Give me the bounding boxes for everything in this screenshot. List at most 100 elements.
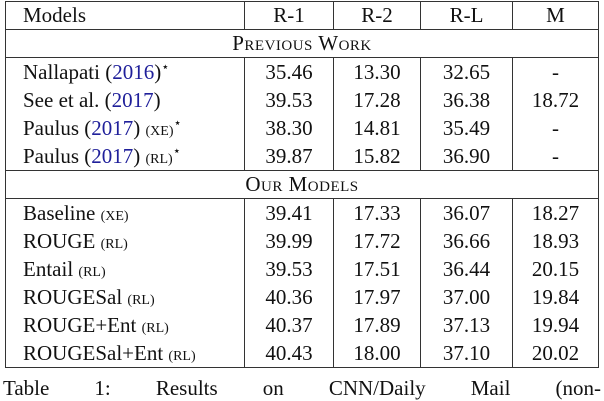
score-rl: 36.44 [420,255,513,283]
score-r1: 40.43 [244,339,334,368]
caption-word: Table [3,376,50,400]
model-name: Paulus ( [23,144,92,168]
score-r2: 14.81 [333,114,421,142]
star-marker: ⋆ [173,115,182,130]
table-row: Paulus (2017) (XE)⋆ 38.30 14.81 35.49- [5,114,599,142]
table-row: Paulus (2017) (RL)⋆ 39.87 15.82 36.90- [5,142,599,171]
score-m: 20.02 [512,339,599,368]
citation-close: ) [133,116,146,140]
training-tag: (RL) [141,320,169,336]
section-title: Previous Work [5,29,599,58]
model-name-cell: ROUGE (RL) [5,227,245,255]
training-tag: (XE) [145,124,174,139]
caption-word: (non- [555,376,602,400]
score-rl: 37.13 [420,311,513,339]
score-r1: 39.87 [244,142,334,171]
score-r1: 40.37 [244,311,334,339]
header-models: Models [5,1,245,30]
model-name-cell: Paulus (2017) (XE)⋆ [5,114,245,142]
table-row: ROUGESal+Ent (RL) 40.43 18.00 37.10 20.02 [5,339,599,368]
model-name: Baseline [23,200,101,225]
table-row: ROUGESal (RL) 40.36 17.97 37.00 19.84 [5,283,599,311]
score-m: - [512,57,599,86]
header-r2: R-2 [333,1,421,30]
caption-word: 1: [94,376,111,400]
training-tag: (RL) [168,348,196,364]
score-m: 18.72 [512,86,599,114]
score-r2: 18.00 [333,339,421,368]
citation-close: ) [154,60,162,84]
citation-year-link[interactable]: 2017 [91,116,134,140]
model-name: ROUGE+Ent [23,312,142,337]
training-tag: (XE) [100,208,129,224]
score-m: 18.27 [512,198,599,227]
model-name: ROUGESal [23,284,128,309]
section-header-row: Our Models [5,170,599,199]
training-tag: (RL) [100,236,128,252]
score-rl: 36.38 [420,86,513,114]
score-rl: 32.65 [420,57,513,86]
caption-word: Mail [470,376,511,400]
score-r2: 17.28 [333,86,421,114]
table-row: Entail (RL) 39.53 17.51 36.44 20.15 [5,255,599,283]
score-r2: 17.33 [333,198,421,227]
score-rl: 35.49 [420,114,513,142]
score-r1: 40.36 [244,283,334,311]
citation-year-link[interactable]: 2016 [112,60,155,84]
score-m: - [512,114,599,142]
training-tag: (RL) [78,264,106,280]
score-r2: 13.30 [333,57,421,86]
model-name-cell: ROUGESal (RL) [5,283,245,311]
score-m: 18.93 [512,227,599,255]
citation-year-link[interactable]: 2017 [91,144,134,168]
star-marker: ⋆ [161,59,170,74]
score-r2: 17.72 [333,227,421,255]
citation-close: ) [153,87,161,112]
score-r1: 39.99 [244,227,334,255]
model-name-cell: ROUGE+Ent (RL) [5,311,245,339]
section-header-row: Previous Work [5,29,599,58]
table-row: ROUGE+Ent (RL) 40.37 17.89 37.13 19.94 [5,311,599,339]
model-name: Entail [23,256,79,281]
table-row: See et al. (2017) 39.53 17.28 36.38 18.72 [5,86,599,114]
score-rl: 37.10 [420,339,513,368]
score-rl: 36.90 [420,142,513,171]
citation-year-link[interactable]: 2017 [111,87,154,112]
model-name-cell: Entail (RL) [5,255,245,283]
score-m: - [512,142,599,171]
score-r1: 39.41 [244,198,334,227]
header-m: M [512,1,599,30]
score-r1: 39.53 [244,86,334,114]
caption-word: on [262,376,284,400]
model-name: See et al. ( [23,87,112,112]
model-name: ROUGE [23,228,101,253]
citation-close: ) [133,144,146,168]
section-title: Our Models [5,170,599,199]
model-name-cell: Nallapati (2016)⋆ [5,57,245,86]
model-name-cell: Baseline (XE) [5,198,245,227]
model-name-cell: Paulus (2017) (RL)⋆ [5,142,245,171]
model-name: ROUGESal+Ent [23,340,169,365]
model-name-cell: ROUGESal+Ent (RL) [5,339,245,368]
model-name: Nallapati ( [23,60,113,84]
score-rl: 37.00 [420,283,513,311]
score-m: 20.15 [512,255,599,283]
caption-word: CNN/Daily [328,376,426,400]
score-r2: 17.97 [333,283,421,311]
score-r1: 39.53 [244,255,334,283]
header-row: Models R-1 R-2 R-L M [5,1,599,30]
table-row: Nallapati (2016)⋆ 35.46 13.30 32.65- [5,57,599,86]
score-m: 19.84 [512,283,599,311]
model-name: Paulus ( [23,116,92,140]
score-r1: 35.46 [244,57,334,86]
training-tag: (RL) [145,152,173,167]
score-r2: 17.51 [333,255,421,283]
table-row: ROUGE (RL) 39.99 17.72 36.66 18.93 [5,227,599,255]
star-marker: ⋆ [172,143,181,158]
score-rl: 36.66 [420,227,513,255]
score-r1: 38.30 [244,114,334,142]
header-rl: R-L [420,1,513,30]
model-name-cell: See et al. (2017) [5,86,245,114]
caption-word: Results [155,376,218,400]
table-caption: Table 1: Results on CNN/Daily Mail (non- [3,376,601,401]
